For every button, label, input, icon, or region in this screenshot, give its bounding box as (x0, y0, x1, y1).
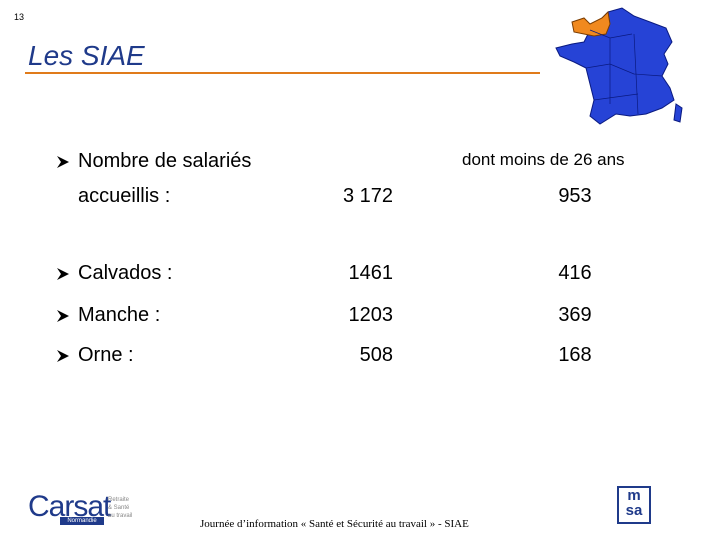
row-under-26: 416 (558, 262, 592, 284)
row-label: Manche : (78, 304, 161, 326)
bullet-arrow (57, 268, 69, 280)
title: Les SIAE (28, 40, 145, 71)
carsat-region: Normandie (60, 517, 104, 525)
msa-logo: m sa (617, 486, 651, 524)
row-label: Nombre de salariés (78, 150, 252, 172)
bullet-arrow (57, 350, 69, 362)
row-total: 1203 (348, 304, 394, 326)
tagline-line: & Santé (108, 505, 130, 511)
bullet-arrow (57, 310, 69, 322)
msa-letter: m (627, 487, 641, 504)
title-underline (25, 72, 540, 74)
tagline-line: au travail (108, 513, 133, 519)
arrow-head (57, 268, 69, 280)
bullet-arrow (57, 156, 69, 168)
arrow-head (57, 310, 69, 322)
row-label: accueillis : (78, 185, 171, 207)
row-total: 1461 (348, 262, 394, 284)
footer: Journée d’information « Santé et Sécurit… (200, 518, 469, 530)
france-map (555, 7, 683, 125)
column-header: dont moins de 26 ans (462, 150, 625, 169)
arrow-head (57, 350, 69, 362)
row-total: 3 172 (342, 185, 393, 207)
row-under-26: 168 (558, 344, 592, 366)
carsat-tagline: Retraite & Santé au travail (108, 496, 132, 520)
tagline-line: Retraite (108, 497, 130, 503)
page-number: 13 (14, 12, 25, 22)
msa-letter: sa (625, 502, 643, 519)
row-label: Calvados : (78, 262, 173, 284)
arrow-head (57, 156, 69, 168)
row-label: Orne : (78, 344, 134, 366)
row-total: 508 (359, 344, 393, 366)
row-under-26: 953 (558, 185, 592, 207)
row-under-26: 369 (558, 304, 592, 326)
